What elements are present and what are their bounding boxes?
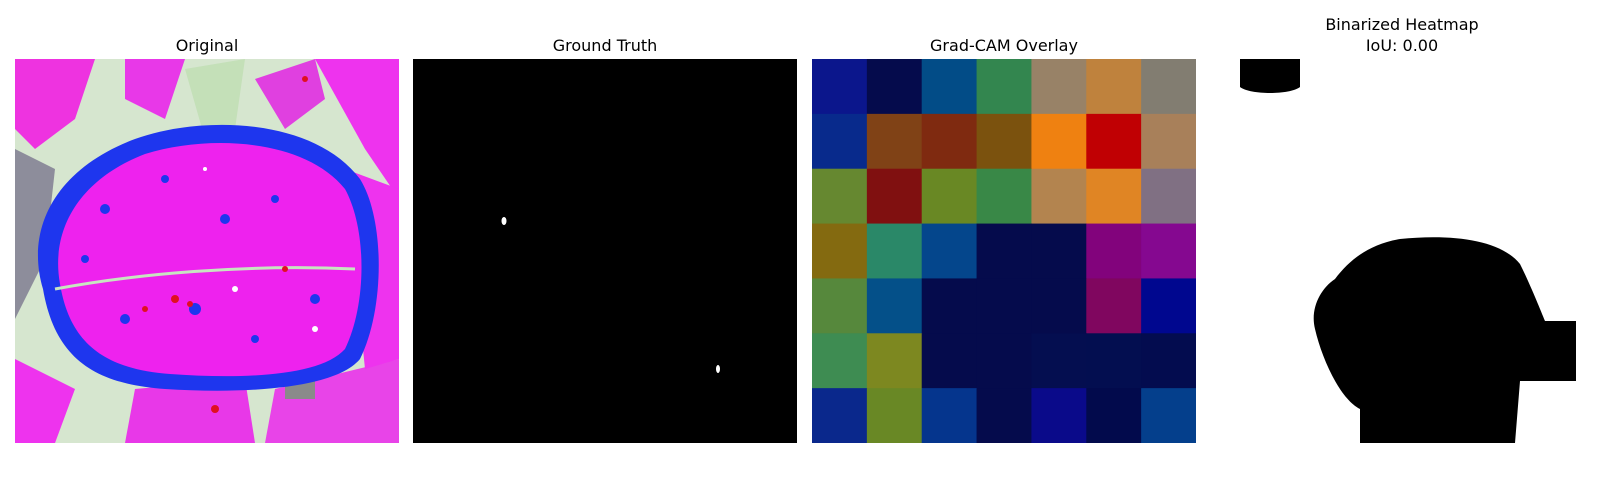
- gradcam-cell: [921, 388, 978, 443]
- gradcam-cell: [1141, 278, 1196, 334]
- gradcam-cell: [1141, 59, 1196, 115]
- panel-title-binarized: Binarized Heatmap: [1325, 15, 1479, 34]
- panel-subtitle-iou: IoU: 0.00: [1365, 36, 1439, 55]
- gt-spot: [501, 217, 507, 225]
- gradcam-cell: [812, 388, 868, 443]
- gradcam-cell: [812, 278, 868, 334]
- gradcam-cell: [1031, 168, 1087, 225]
- gradcam-cell: [866, 278, 923, 334]
- gradcam-cell: [1086, 388, 1142, 443]
- gradcam-cell: [1086, 59, 1142, 115]
- gradcam-cell: [1031, 333, 1087, 389]
- gradcam-cell: [1141, 113, 1196, 170]
- gradcam-cell: [921, 168, 978, 225]
- gradcam-cell: [866, 59, 923, 115]
- gradcam-cell: [921, 113, 978, 170]
- gradcam-cell: [1031, 113, 1087, 170]
- gradcam-cell: [1031, 278, 1087, 334]
- gradcam-cell: [976, 59, 1032, 115]
- gradcam-cell: [866, 333, 923, 389]
- panel-title-original: Original: [175, 36, 239, 55]
- gradcam-cell: [976, 168, 1032, 225]
- gradcam-cell: [921, 223, 978, 279]
- original-image: [15, 59, 399, 443]
- gradcam-cell: [976, 113, 1032, 170]
- gradcam-cell: [812, 113, 868, 170]
- gradcam-cell: [921, 333, 978, 389]
- gradcam-cell: [1141, 333, 1196, 389]
- gradcam-cell: [1141, 168, 1196, 225]
- gradcam-cell: [866, 113, 923, 170]
- gradcam-cell: [921, 59, 978, 115]
- gradcam-cell: [976, 223, 1032, 279]
- panel-title-ground-truth: Ground Truth: [552, 36, 658, 55]
- gradcam-cell: [1086, 333, 1142, 389]
- gradcam-cell: [866, 168, 923, 225]
- gradcam-cell: [1031, 388, 1087, 443]
- panel-title-gradcam: Grad-CAM Overlay: [930, 36, 1078, 55]
- gradcam-cell: [1141, 388, 1196, 443]
- gradcam-cell: [976, 278, 1032, 334]
- gradcam-cell: [812, 333, 868, 389]
- heatmap-blob: [1313, 237, 1576, 443]
- gradcam-cell: [1086, 278, 1142, 334]
- gt-spot: [716, 365, 720, 373]
- gradcam-cell: [1031, 59, 1087, 115]
- gradcam-cell: [976, 333, 1032, 389]
- gradcam-cell: [812, 168, 868, 225]
- gradcam-overlay: [812, 59, 1196, 443]
- gradcam-cell: [921, 278, 978, 334]
- heatmap-blob: [1240, 59, 1300, 93]
- gradcam-cell: [812, 59, 868, 115]
- gradcam-cell: [1086, 113, 1142, 170]
- binarized-heatmap: [1210, 59, 1594, 443]
- ground-truth-mask: [413, 59, 797, 443]
- gradcam-cell: [812, 223, 868, 279]
- gradcam-cell: [1086, 168, 1142, 225]
- gradcam-cell: [1031, 223, 1087, 279]
- gradcam-cell: [866, 223, 923, 279]
- gradcam-cell: [866, 388, 923, 443]
- gradcam-cell: [976, 388, 1032, 443]
- gradcam-cell: [1086, 223, 1142, 279]
- gradcam-cell: [1141, 223, 1196, 279]
